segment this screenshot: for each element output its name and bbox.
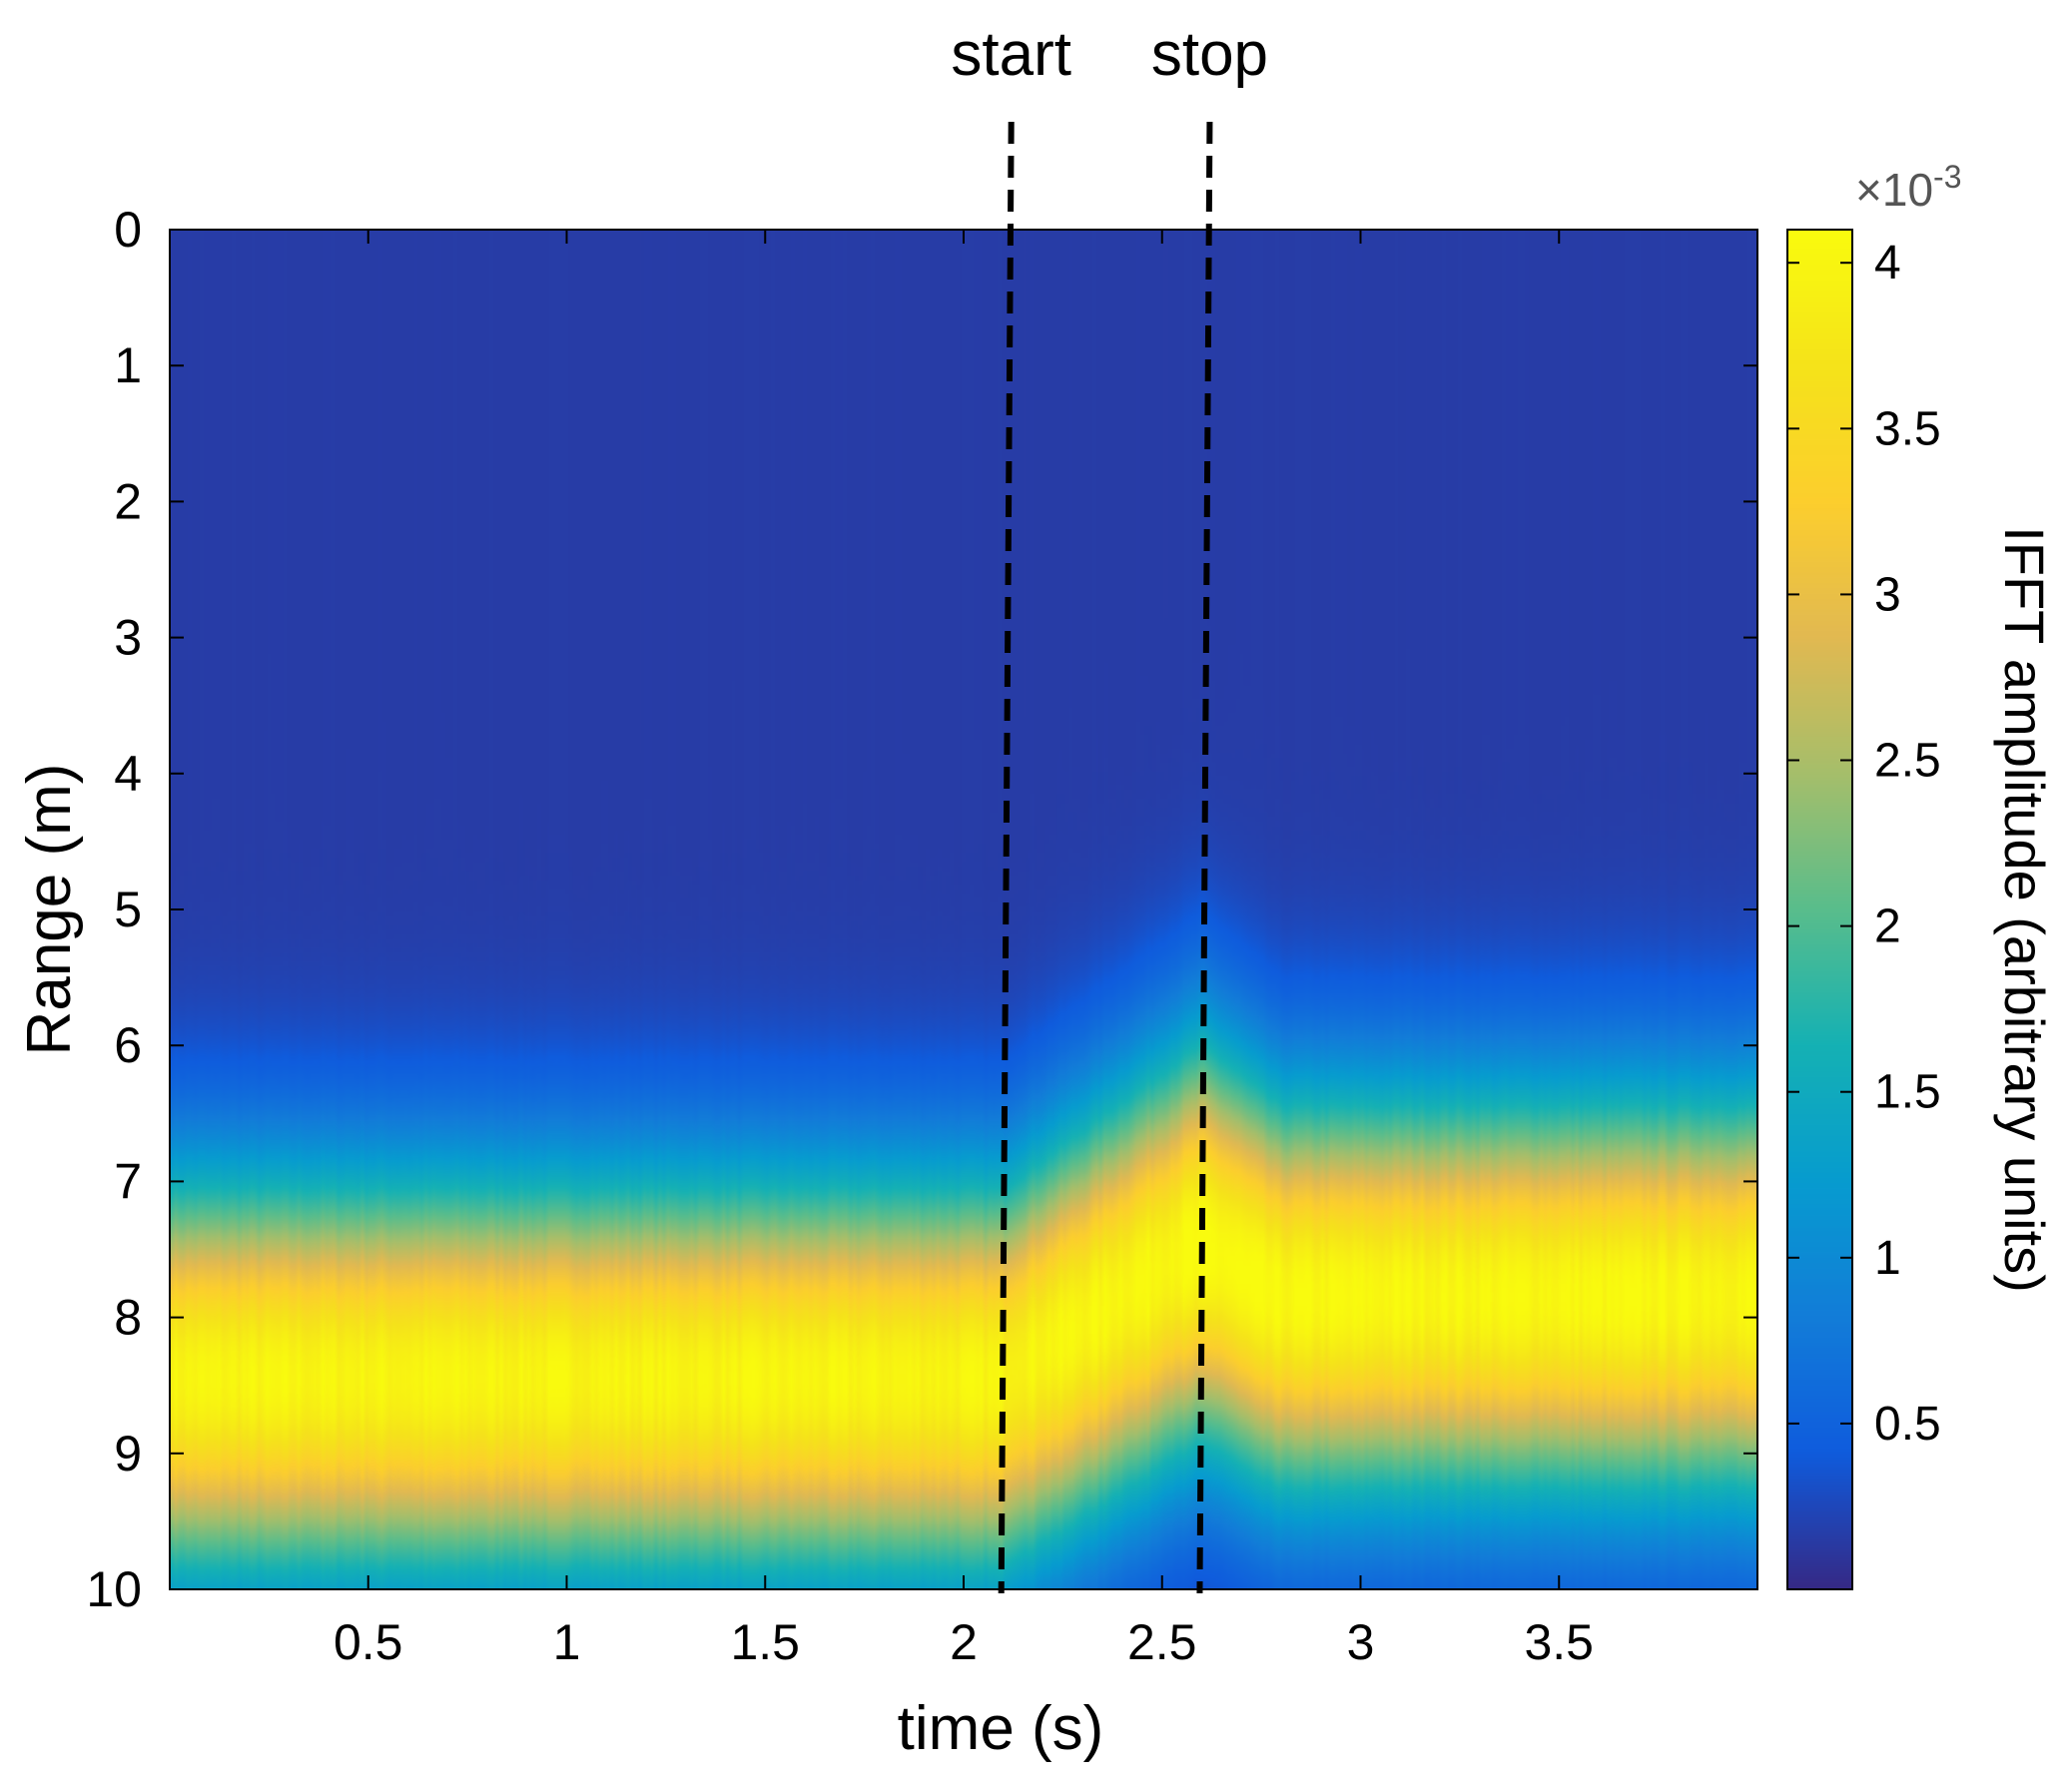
annotation-label-start: start	[951, 20, 1071, 89]
y-tick-label: 0	[114, 202, 142, 258]
annotations: start stop	[951, 20, 1268, 1594]
annotation-line-start	[998, 121, 1015, 1594]
y-tick-label: 1	[114, 337, 142, 393]
x-tick-label: 3.5	[1524, 1614, 1594, 1670]
y-tick-label: 6	[114, 1017, 142, 1073]
colorbar-tick-label: 3.5	[1874, 402, 1941, 455]
x-tick-label: 2.5	[1127, 1614, 1197, 1670]
colorbar-frame	[1786, 229, 1853, 1590]
y-tick-label: 4	[114, 746, 142, 802]
y-tick-label: 7	[114, 1153, 142, 1209]
x-tick-label: 1	[553, 1614, 581, 1670]
colorbar-tick-label: 0.5	[1874, 1398, 1941, 1451]
y-axis-label: Range (m)	[15, 764, 84, 1056]
x-tick-label: 1.5	[730, 1614, 800, 1670]
x-axis-ticks: 0.5 1 1.5 2 2.5 3 3.5	[334, 230, 1594, 1670]
colorbar-label: IFFT amplitude (arbitrary units)	[1993, 526, 2056, 1293]
y-tick-label: 8	[114, 1290, 142, 1346]
colorbar-tick-label: 2	[1874, 900, 1901, 953]
colorbar-tick-label: 4	[1874, 237, 1901, 290]
colorbar-tick-label: 1	[1874, 1232, 1901, 1285]
y-tick-label: 9	[114, 1426, 142, 1482]
colorbar: 0.5 1 1.5 2 2.5 3 3.5 4 ×10-3 IFFT amplitude (a…	[1786, 159, 2056, 1590]
plot-area	[169, 229, 1758, 1590]
y-axis-ticks: 0 1 2 3 4 5 6 7 8 9 10	[86, 202, 1757, 1617]
colorbar-tick-label: 3	[1874, 568, 1901, 621]
x-tick-label: 3	[1347, 1614, 1375, 1670]
x-tick-label: 0.5	[334, 1614, 403, 1670]
y-tick-label: 2	[114, 473, 142, 529]
y-tick-label: 10	[86, 1561, 142, 1617]
heatmap-image	[170, 230, 1757, 1589]
x-tick-label: 2	[950, 1614, 978, 1670]
colorbar-exponent: ×10-3	[1855, 159, 1961, 216]
colorbar-tick-label: 2.5	[1874, 735, 1941, 788]
colorbar-ticks: 0.5 1 1.5 2 2.5 3 3.5 4	[1787, 237, 1941, 1451]
x-axis-label: time (s)	[898, 1694, 1104, 1763]
y-tick-label: 3	[114, 610, 142, 666]
colorbar-tick-label: 1.5	[1874, 1066, 1941, 1119]
colorbar-image	[1787, 230, 1852, 1589]
annotation-label-stop: stop	[1151, 20, 1268, 89]
y-tick-label: 5	[114, 882, 142, 937]
annotation-line-stop	[1196, 121, 1213, 1594]
